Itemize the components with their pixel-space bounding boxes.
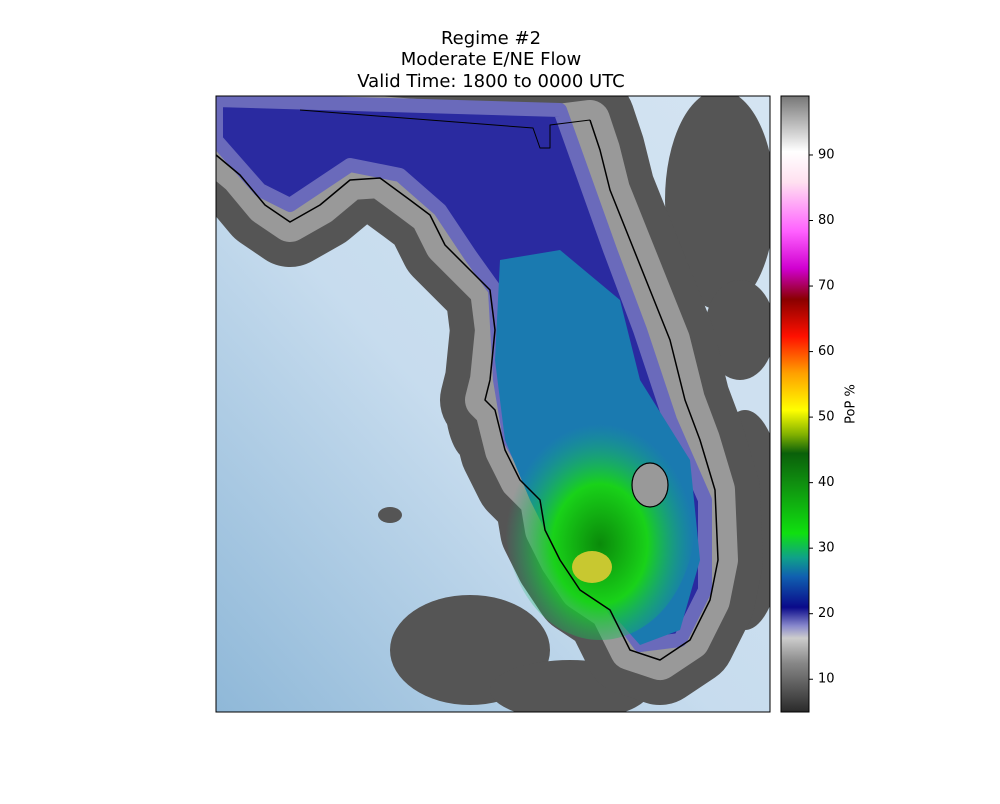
colorbar-tick-label: 30	[818, 541, 835, 556]
title-line: Moderate E/NE Flow	[401, 49, 581, 70]
florida	[216, 96, 763, 705]
colorbar-tick-label: 60	[818, 344, 835, 359]
colorbar-tick-label: 90	[818, 147, 835, 162]
title-line: Regime #2	[441, 28, 541, 49]
title-line: Valid Time: 1800 to 0000 UTC	[357, 71, 624, 92]
colorbar-tick-label: 20	[818, 606, 835, 621]
colorbar-tick-label: 10	[818, 672, 835, 687]
colorbar	[780, 95, 810, 713]
colorbar-tick-label: 50	[818, 410, 835, 425]
colorbar-tick-label: 70	[818, 279, 835, 294]
map-frame	[215, 95, 771, 713]
colorbar-tick-label: 80	[818, 213, 835, 228]
colorbar-label: PoP %	[844, 384, 859, 424]
map	[216, 96, 770, 712]
colorbar-tick-label: 40	[818, 475, 835, 490]
